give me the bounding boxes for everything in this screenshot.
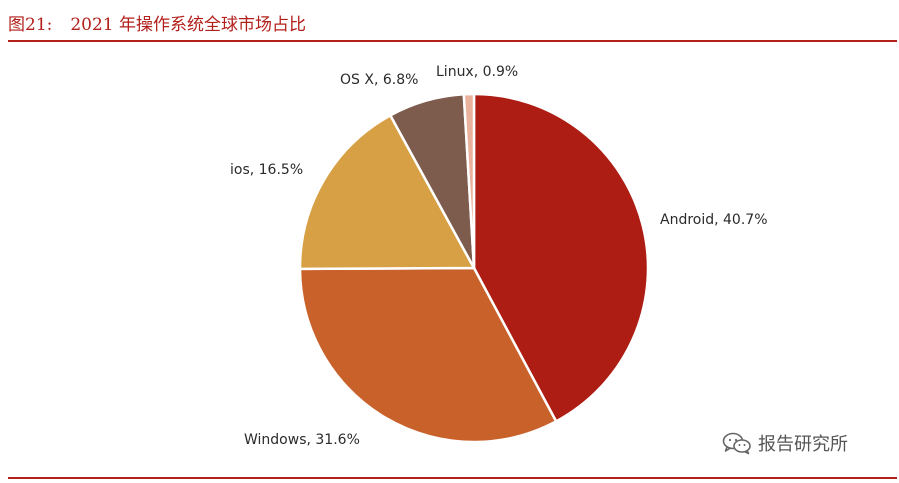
slice-label-android: Android, 40.7% <box>660 212 768 228</box>
pie-slice-windows <box>298 266 558 444</box>
top-rule <box>8 40 897 42</box>
slice-label-os-x: OS X, 6.8% <box>340 72 418 88</box>
figure-title: 图21: 2021 年操作系统全球市场占比 <box>8 10 306 35</box>
watermark: 报告研究所 <box>722 430 848 456</box>
watermark-text: 报告研究所 <box>758 434 848 455</box>
slice-label-ios: ios, 16.5% <box>230 162 303 178</box>
pie-labels: Android, 40.7% Windows, 31.6% ios, 16.5% OS… <box>230 64 768 448</box>
pie-slice-ios <box>298 114 476 271</box>
pie-slice-linux <box>462 92 476 270</box>
slice-label-windows: Windows, 31.6% <box>244 432 360 448</box>
figure-number: 图21: <box>8 15 53 35</box>
figure-title-text: 2021 年操作系统全球市场占比 <box>70 15 307 35</box>
slice-label-linux: Linux, 0.9% <box>436 64 518 80</box>
wechat-icon <box>722 432 751 455</box>
pie-slice-android <box>472 92 650 423</box>
bottom-rule <box>8 477 897 479</box>
pie-slices <box>298 92 650 444</box>
